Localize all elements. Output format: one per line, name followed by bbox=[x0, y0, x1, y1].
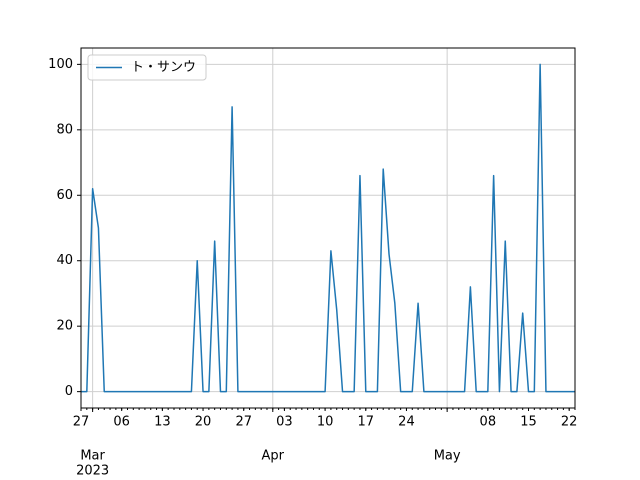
x-tick-label: 24 bbox=[398, 415, 415, 430]
y-tick-label: 40 bbox=[56, 253, 73, 268]
x-tick-label: 06 bbox=[113, 415, 130, 430]
x-tick-label: 27 bbox=[73, 415, 90, 430]
legend: ト・サンウ bbox=[87, 54, 207, 81]
line-series bbox=[81, 63, 575, 393]
plot-frame bbox=[80, 47, 576, 409]
x-tick-label: 27 bbox=[235, 415, 252, 430]
y-tick-label: 20 bbox=[56, 319, 73, 334]
x-tick-label: 10 bbox=[317, 415, 334, 430]
x-tick-label: 17 bbox=[358, 415, 375, 430]
x-tick-label: 03 bbox=[276, 415, 293, 430]
x-tick-label: 22 bbox=[561, 415, 578, 430]
x-tick-label: May bbox=[434, 449, 461, 464]
y-tick-label: 60 bbox=[56, 188, 73, 203]
x-tick-label: 13 bbox=[154, 415, 171, 430]
x-tick-label: 20 bbox=[195, 415, 212, 430]
x-tick-label: 15 bbox=[520, 415, 537, 430]
y-tick-label: 0 bbox=[65, 384, 73, 399]
legend-label: ト・サンウ bbox=[131, 60, 196, 75]
x-tick-label: Apr bbox=[262, 449, 285, 464]
y-tick-label: 80 bbox=[56, 122, 73, 137]
y-tick-label: 100 bbox=[48, 57, 73, 72]
x-offset-label: 2023 bbox=[76, 464, 109, 479]
legend-box bbox=[87, 54, 207, 81]
x-tick-label: 08 bbox=[480, 415, 497, 430]
x-tick-label: Mar bbox=[80, 449, 105, 464]
